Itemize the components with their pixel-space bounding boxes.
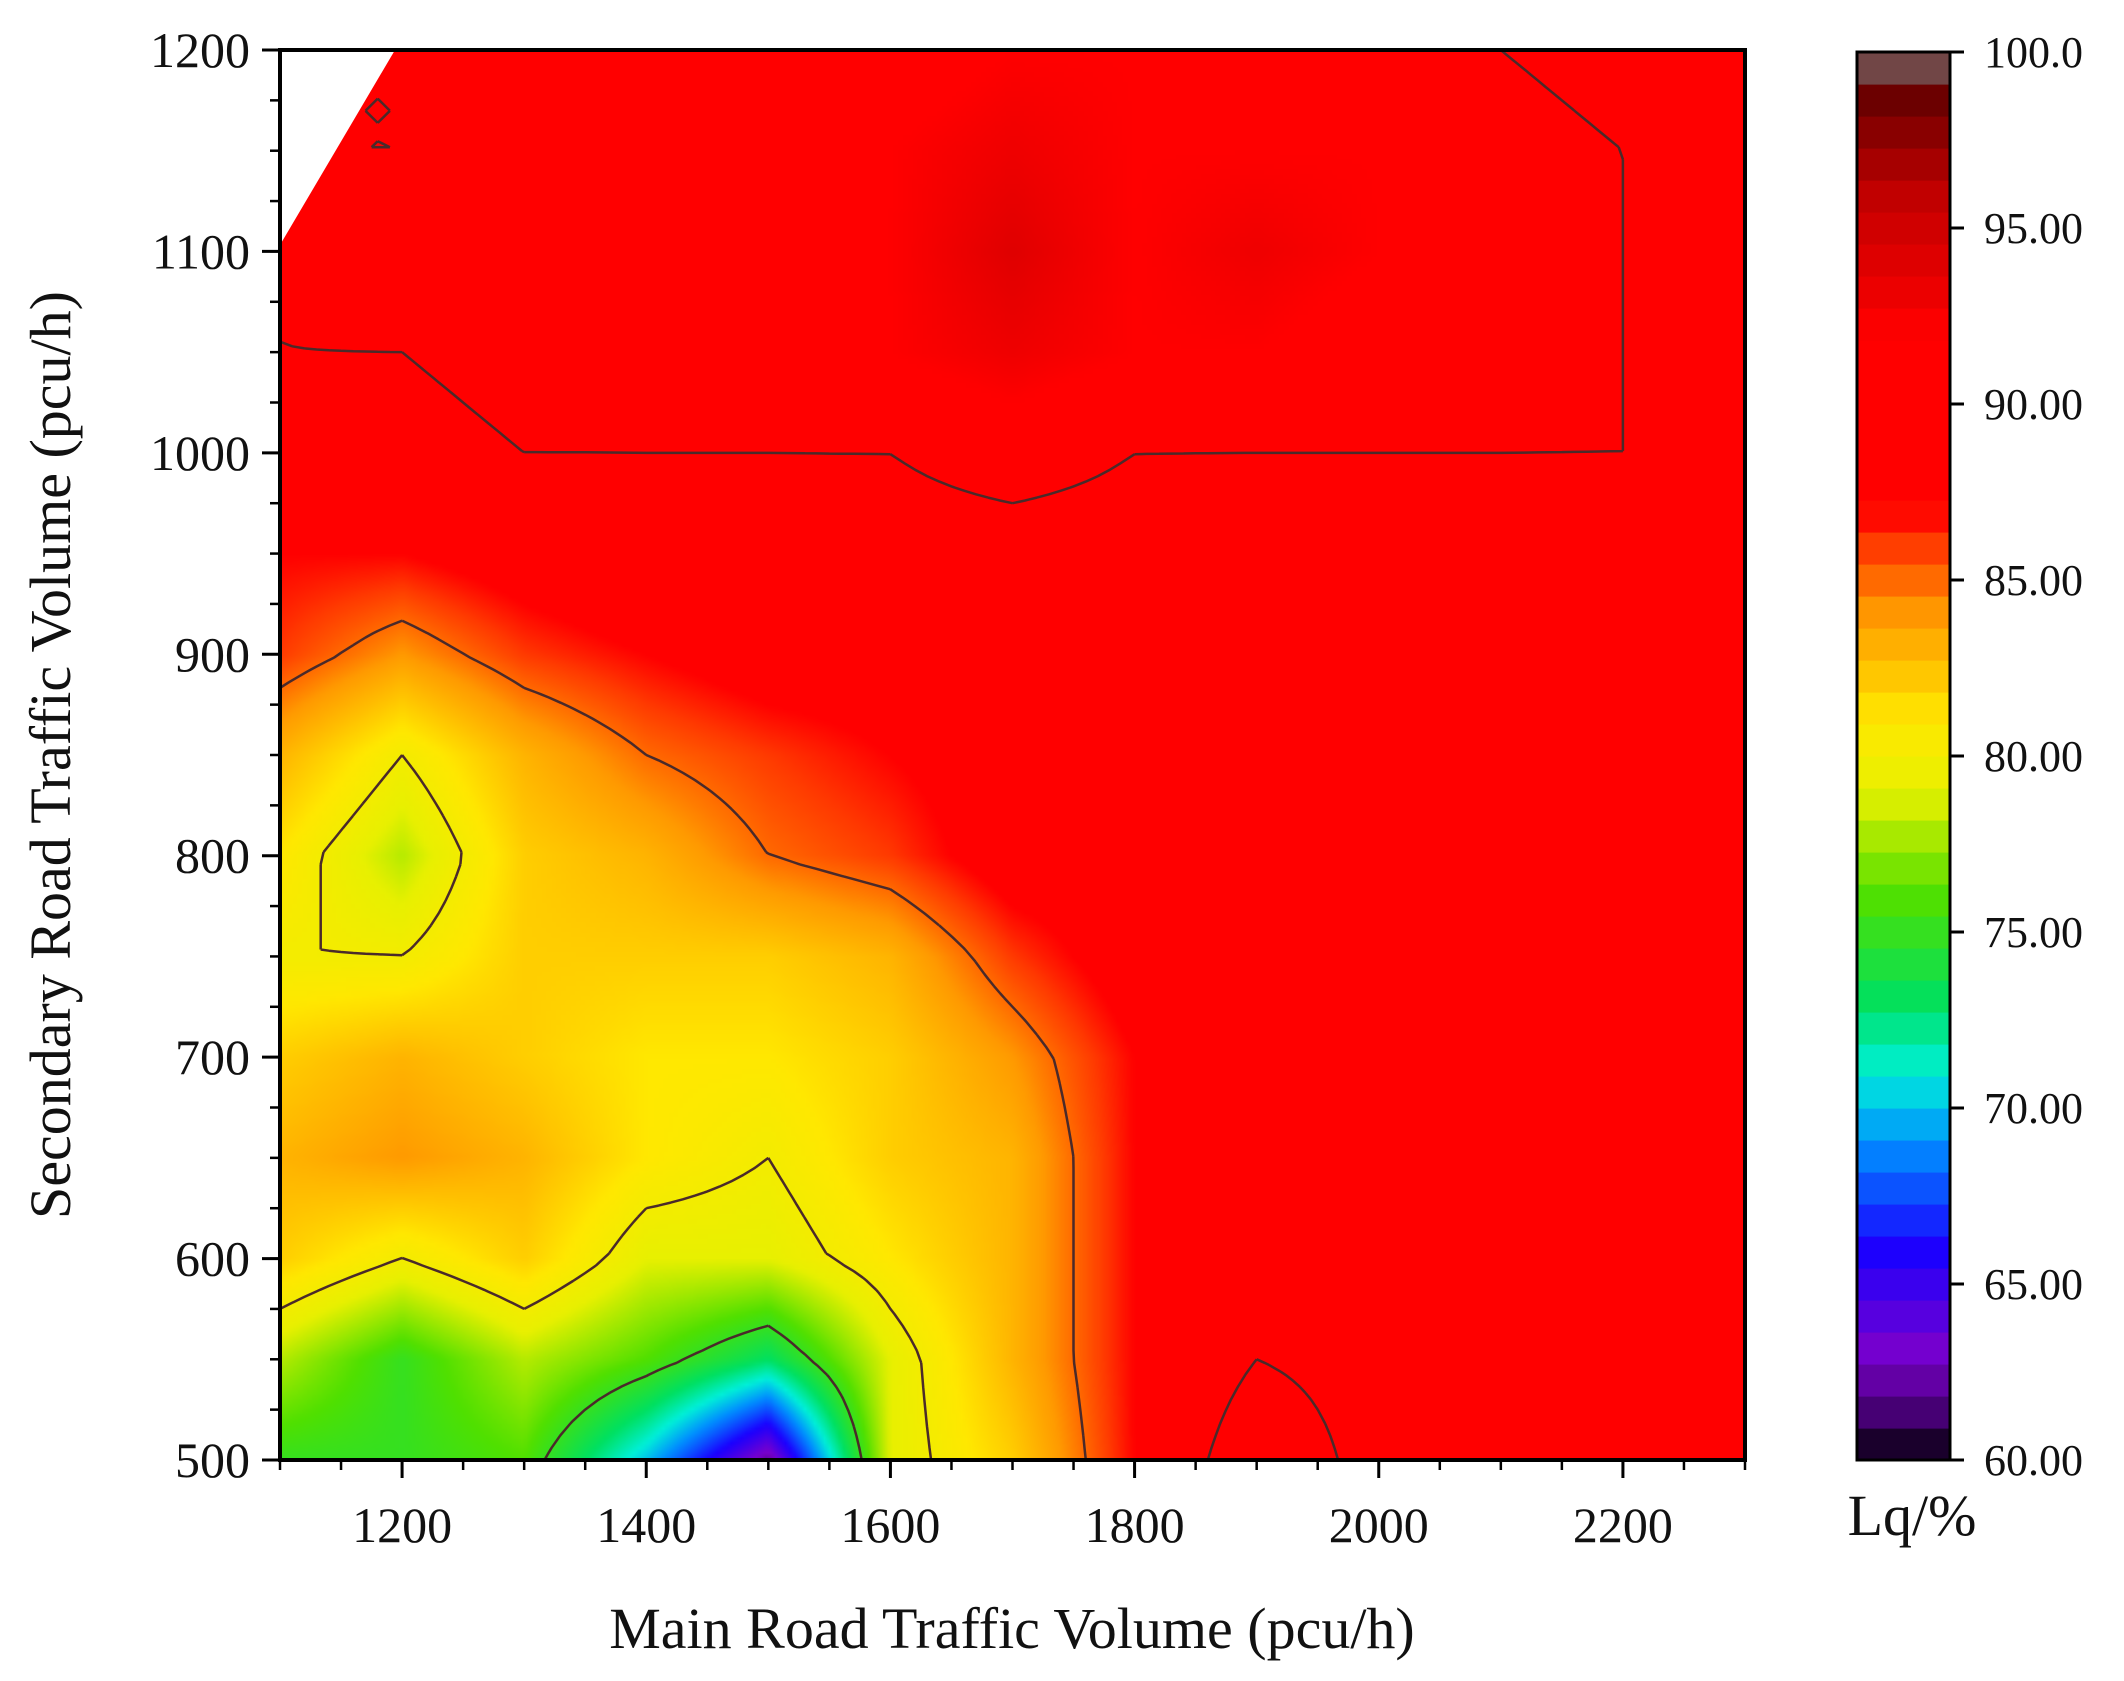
x-axis: 1200 1400 1600 1800 2000 2200 [278,1460,1747,1553]
colorbar-tick-label: 75.00 [1984,908,2083,957]
heatmap-surface [280,50,1745,1460]
colorbar-band [1857,1332,1950,1365]
colorbar: 60.00 65.00 70.00 75.00 80.00 85.00 90.00 95.00… [1855,28,2083,1485]
contour-line-80 [280,754,933,1460]
contour-line-85 [280,619,1088,1460]
y-tick-label: 900 [175,626,250,682]
colorbar-tick-label: 95.00 [1984,204,2083,253]
colorbar-band [1857,660,1950,693]
colorbar-tick-label: 60.00 [1984,1436,2083,1485]
y-tick-label: 600 [175,1231,250,1287]
colorbar-band [1857,1364,1950,1397]
colorbar-band [1857,148,1950,181]
colorbar-band [1857,1396,1950,1429]
y-tick-label: 500 [175,1432,250,1488]
y-tick-label: 700 [175,1029,250,1085]
contour-line-75 [543,1324,863,1460]
contour-lines [280,50,1625,1460]
colorbar-band [1857,1076,1950,1109]
y-tick-label: 1100 [152,223,250,279]
colorbar-band [1857,1204,1950,1237]
colorbar-band [1857,1236,1950,1269]
colorbar-band [1857,564,1950,597]
colorbar-band [1857,980,1950,1013]
colorbar-band [1857,340,1950,373]
colorbar-band [1857,372,1950,405]
colorbar-band [1857,724,1950,757]
x-tick-label: 2200 [1573,1497,1673,1553]
colorbar-band [1857,244,1950,277]
plot-area [280,50,1745,1460]
x-tick-label: 1400 [596,1497,696,1553]
colorbar-band [1857,1300,1950,1333]
contour-line-90 [280,50,1625,1460]
colorbar-band [1857,276,1950,309]
colorbar-band [1857,596,1950,629]
colorbar-band [1857,1172,1950,1205]
y-tick-label: 800 [175,828,250,884]
x-tick-label: 1200 [352,1497,452,1553]
x-tick-label: 2000 [1329,1497,1429,1553]
y-tick-label: 1000 [150,425,250,481]
colorbar-tick-label: 65.00 [1984,1260,2083,1309]
colorbar-tick-label: 80.00 [1984,732,2083,781]
colorbar-band [1857,788,1950,821]
colorbar-band [1857,84,1950,117]
colorbar-label: Lq/% [1848,1483,1977,1548]
colorbar-tick-label: 70.00 [1984,1084,2083,1133]
x-axis-title: Main Road Traffic Volume (pcu/h) [609,1596,1415,1661]
colorbar-band [1857,1044,1950,1077]
y-axis-title: Secondary Road Traffic Volume (pcu/h) [18,291,83,1219]
colorbar-band [1857,308,1950,341]
colorbar-tick-label: 100.0 [1984,28,2083,77]
colorbar-band [1857,500,1950,533]
colorbar-band [1857,1108,1950,1141]
colorbar-band [1857,628,1950,661]
y-tick-label: 1200 [150,22,250,78]
colorbar-band [1857,692,1950,725]
colorbar-band [1857,532,1950,565]
colorbar-band [1857,852,1950,885]
colorbar-band [1857,948,1950,981]
colorbar-band [1857,916,1950,949]
x-tick-label: 1600 [840,1497,940,1553]
colorbar-band [1857,436,1950,469]
colorbar-band [1857,820,1950,853]
colorbar-band [1857,404,1950,437]
colorbar-band [1857,1428,1950,1461]
colorbar-band [1857,180,1950,213]
colorbar-band [1857,756,1950,789]
colorbar-band [1857,116,1950,149]
colorbar-band [1857,1140,1950,1173]
y-axis: 500 600 700 800 900 1000 1100 1200 [150,22,280,1488]
x-tick-label: 1800 [1085,1497,1185,1553]
colorbar-band [1857,468,1950,501]
colorbar-band [1857,1012,1950,1045]
colorbar-band [1857,52,1950,85]
colorbar-tick-label: 85.00 [1984,556,2083,605]
colorbar-tick-label: 90.00 [1984,380,2083,429]
colorbar-band [1857,884,1950,917]
colorbar-band [1857,212,1950,245]
colorbar-band [1857,1268,1950,1301]
